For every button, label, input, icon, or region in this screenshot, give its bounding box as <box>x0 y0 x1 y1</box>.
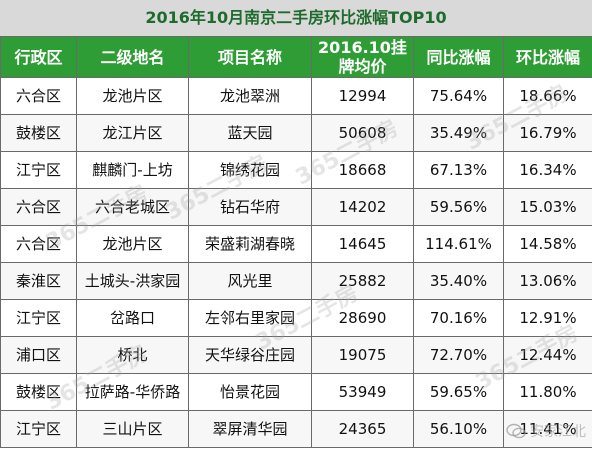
cell-project: 左邻右里家园 <box>188 299 312 337</box>
cell-yoy: 72.70% <box>413 336 504 374</box>
cell-avg-price: 14202 <box>311 188 414 226</box>
table-row: 江宁区 麒麟门-上坊 锦绣花园 18668 67.13% 16.34% <box>0 151 592 189</box>
table-row: 秦淮区 土城头-洪家园 风光里 25882 35.40% 13.06% <box>0 262 592 300</box>
cell-district: 江宁区 <box>0 299 77 337</box>
cell-mom: 18.66% <box>503 77 592 115</box>
cell-subarea: 龙江片区 <box>76 114 189 152</box>
cell-district: 六合区 <box>0 77 77 115</box>
table-row: 鼓楼区 拉萨路-华侨路 怡景花园 53949 59.65% 11.80% <box>0 373 592 411</box>
cell-avg-price: 14645 <box>311 225 414 263</box>
cell-subarea: 龙池片区 <box>76 77 189 115</box>
cell-mom: 16.34% <box>503 151 592 189</box>
header-mom: 环比涨幅 <box>503 36 592 78</box>
cell-avg-price: 12994 <box>311 77 414 115</box>
cell-yoy: 56.10% <box>413 410 504 448</box>
cell-project: 龙池翠洲 <box>188 77 312 115</box>
header-project: 项目名称 <box>188 36 312 78</box>
cell-district: 江宁区 <box>0 410 77 448</box>
cell-avg-price: 24365 <box>311 410 414 448</box>
table-title: 2016年10月南京二手房环比涨幅TOP10 <box>0 0 592 36</box>
cell-yoy: 35.49% <box>413 114 504 152</box>
price-table: 行政区 二级地名 项目名称 2016.10挂牌均价 同比涨幅 环比涨幅 六合区龙… <box>0 36 592 448</box>
wechat-label: 安家江北 <box>530 424 586 440</box>
table-row: 浦口区 桥北 天华绿谷庄园 19075 72.70% 12.44% <box>0 336 592 374</box>
cell-project: 怡景花园 <box>188 373 312 411</box>
cell-subarea: 六合老城区 <box>76 188 189 226</box>
cell-avg-price: 50608 <box>311 114 414 152</box>
cell-subarea: 麒麟门-上坊 <box>76 151 189 189</box>
cell-project: 锦绣花园 <box>188 151 312 189</box>
cell-district: 六合区 <box>0 225 77 263</box>
cell-district: 鼓楼区 <box>0 114 77 152</box>
cell-yoy: 35.40% <box>413 262 504 300</box>
cell-district: 秦淮区 <box>0 262 77 300</box>
cell-district: 江宁区 <box>0 151 77 189</box>
cell-mom: 16.79% <box>503 114 592 152</box>
cell-yoy: 67.13% <box>413 151 504 189</box>
header-yoy: 同比涨幅 <box>413 36 504 78</box>
cell-project: 蓝天园 <box>188 114 312 152</box>
cell-avg-price: 19075 <box>311 336 414 374</box>
header-subarea: 二级地名 <box>76 36 189 78</box>
cell-mom: 13.06% <box>503 262 592 300</box>
cell-district: 浦口区 <box>0 336 77 374</box>
cell-yoy: 70.16% <box>413 299 504 337</box>
cell-mom: 11.80% <box>503 373 592 411</box>
cell-district: 鼓楼区 <box>0 373 77 411</box>
cell-subarea: 土城头-洪家园 <box>76 262 189 300</box>
cell-avg-price: 53949 <box>311 373 414 411</box>
table-row: 六合区 六合老城区 钻石华府 14202 59.56% 15.03% <box>0 188 592 226</box>
cell-mom: 12.44% <box>503 336 592 374</box>
cell-subarea: 岔路口 <box>76 299 189 337</box>
header-avg-price: 2016.10挂牌均价 <box>311 36 414 78</box>
cell-project: 钻石华府 <box>188 188 312 226</box>
cell-mom: 15.03% <box>503 188 592 226</box>
table-row: 六合区 龙池片区 龙池翠洲 12994 75.64% 18.66% <box>0 77 592 115</box>
wechat-icon <box>506 423 526 439</box>
cell-subarea: 龙池片区 <box>76 225 189 263</box>
table-row: 江宁区 三山片区 翠屏清华园 24365 56.10% 11.41% <box>0 410 592 448</box>
cell-project: 翠屏清华园 <box>188 410 312 448</box>
cell-subarea: 拉萨路-华侨路 <box>76 373 189 411</box>
cell-project: 风光里 <box>188 262 312 300</box>
cell-district: 六合区 <box>0 188 77 226</box>
cell-mom: 11.41% <box>503 410 592 448</box>
table-header-row: 行政区 二级地名 项目名称 2016.10挂牌均价 同比涨幅 环比涨幅 <box>0 36 592 78</box>
header-district: 行政区 <box>0 36 77 78</box>
cell-subarea: 三山片区 <box>76 410 189 448</box>
cell-avg-price: 25882 <box>311 262 414 300</box>
table-row: 鼓楼区 龙江片区 蓝天园 50608 35.49% 16.79% <box>0 114 592 152</box>
table-body: 六合区 龙池片区 龙池翠洲 12994 75.64% 18.66% 鼓楼区 龙江片区 蓝天园 50… <box>0 77 592 448</box>
table-row: 六合区 龙池片区 荣盛莉湖春晓 14645 114.61% 14.58% <box>0 225 592 263</box>
cell-avg-price: 28690 <box>311 299 414 337</box>
cell-mom: 14.58% <box>503 225 592 263</box>
cell-subarea: 桥北 <box>76 336 189 374</box>
cell-yoy: 75.64% <box>413 77 504 115</box>
cell-avg-price: 18668 <box>311 151 414 189</box>
table-row: 江宁区 岔路口 左邻右里家园 28690 70.16% 12.91% <box>0 299 592 337</box>
wechat-badge: 安家江北 <box>506 421 586 441</box>
cell-yoy: 59.65% <box>413 373 504 411</box>
cell-yoy: 114.61% <box>413 225 504 263</box>
cell-mom: 12.91% <box>503 299 592 337</box>
cell-project: 天华绿谷庄园 <box>188 336 312 374</box>
cell-yoy: 59.56% <box>413 188 504 226</box>
cell-project: 荣盛莉湖春晓 <box>188 225 312 263</box>
